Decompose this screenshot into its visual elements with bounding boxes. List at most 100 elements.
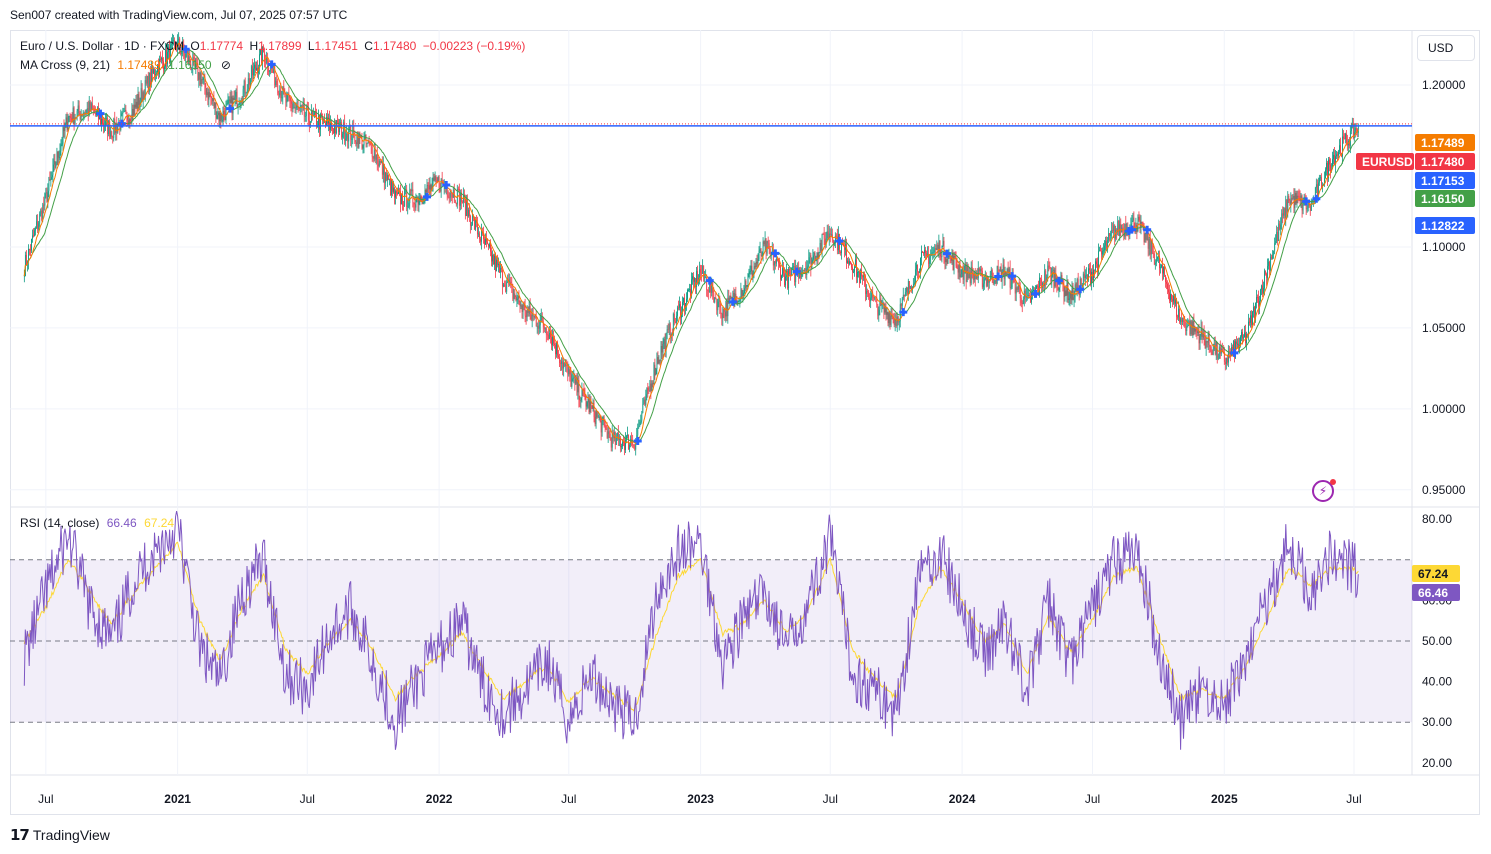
candle-body [629, 445, 631, 450]
candle-body [448, 197, 450, 199]
candle-body [783, 268, 784, 274]
candle-body [716, 298, 718, 311]
ma-fast-line [23, 42, 1359, 444]
candle-body [401, 194, 403, 205]
candle-body [236, 92, 238, 108]
candle-body [939, 240, 941, 257]
candle-body [1106, 240, 1108, 249]
candle-body [997, 266, 999, 270]
candle-body [552, 336, 553, 346]
candle-body [239, 102, 241, 105]
candle-body [666, 329, 668, 334]
candle-body [1212, 349, 1214, 355]
candle-body [1094, 269, 1095, 271]
candle-body [280, 89, 282, 99]
candle-body [145, 80, 147, 84]
candle-body [849, 261, 850, 264]
candle-body [857, 272, 858, 278]
candle-body [1355, 128, 1357, 131]
candle-body [49, 179, 51, 181]
rsi-tag: 67.24 [1412, 565, 1460, 582]
currency-button[interactable]: USD [1417, 35, 1475, 61]
candle-body [1316, 184, 1318, 197]
candle-body [828, 233, 830, 239]
tradingview-logo[interactable]: 𝟭𝟳 TradingView [10, 826, 110, 844]
candle-body [1253, 307, 1254, 312]
candle-body [981, 270, 983, 288]
candle-body [773, 261, 775, 266]
candle-body [34, 230, 36, 237]
candle-body [240, 102, 242, 104]
candle-body [425, 189, 427, 193]
candle-body [220, 113, 222, 121]
eye-off-icon[interactable]: ⊘ [220, 58, 231, 72]
candle-body [286, 95, 288, 103]
candle-body [1265, 270, 1267, 274]
candle-body [918, 271, 919, 273]
candle-body [1334, 154, 1335, 166]
candle-body [550, 332, 551, 338]
symbol-name[interactable]: Euro / U.S. Dollar · 1D · FXCM [20, 39, 185, 53]
ma-indicator-legend[interactable]: MA Cross (9, 21) 1.17489 1.16150 ⊘ [20, 58, 231, 72]
candle-body [529, 306, 531, 315]
candle-body [1021, 302, 1023, 305]
candle-body [1244, 332, 1245, 338]
candle-body [521, 305, 523, 313]
candle-body [738, 300, 740, 302]
candle-body [213, 98, 215, 108]
candle-body [985, 278, 987, 286]
candle-body [632, 442, 634, 445]
candle-body [142, 92, 144, 102]
candle-body [400, 191, 401, 205]
time-tick-label: 2021 [164, 792, 191, 806]
rsi-indicator-legend[interactable]: RSI (14, close) 66.46 67.24 [20, 516, 174, 530]
candle-body [1237, 343, 1238, 345]
candle-body [208, 92, 210, 100]
candle-body [1191, 321, 1193, 336]
candle-body [269, 70, 271, 72]
candle-body [369, 142, 371, 144]
candle-body [988, 279, 990, 283]
candle-body [565, 364, 567, 366]
candle-body [1282, 213, 1284, 216]
candle-body [1280, 224, 1282, 230]
chart-frame [10, 30, 1480, 815]
candle-body [254, 64, 255, 69]
candle-body [721, 313, 723, 319]
candle-body [1009, 268, 1011, 288]
candle-body [1011, 274, 1013, 288]
candle-body [799, 271, 801, 279]
candle-body [1288, 195, 1290, 201]
candle-body [1267, 266, 1269, 278]
candle-body [1352, 123, 1354, 139]
lightning-icon[interactable]: ⚡ [1312, 480, 1334, 502]
candle-body [1298, 196, 1300, 199]
candle-body [757, 258, 759, 264]
candle-body [419, 196, 421, 201]
candle-body [785, 276, 787, 286]
candle-body [1306, 208, 1308, 210]
candle-body [1193, 321, 1195, 332]
candle-body [859, 271, 861, 284]
candle-body [138, 94, 140, 105]
candle-body [1098, 251, 1099, 272]
candle-body [103, 124, 104, 126]
candle-body [907, 281, 909, 294]
candle-body [594, 417, 596, 424]
candle-body [1085, 274, 1087, 276]
candle-body [687, 289, 688, 299]
candle-body [376, 154, 378, 164]
candle-body [825, 238, 827, 246]
candle-body [1299, 198, 1301, 201]
candle-body [691, 279, 692, 297]
price-tag: 1.17489 [1415, 134, 1475, 151]
price-tick-label: 1.10000 [1422, 240, 1466, 254]
candle-body [1176, 299, 1178, 317]
candle-body [904, 291, 906, 296]
price-pane [10, 32, 1412, 456]
candle-body [294, 107, 296, 109]
candle-body [1037, 285, 1038, 287]
candle-body [1177, 316, 1179, 318]
candle-body [367, 140, 369, 144]
